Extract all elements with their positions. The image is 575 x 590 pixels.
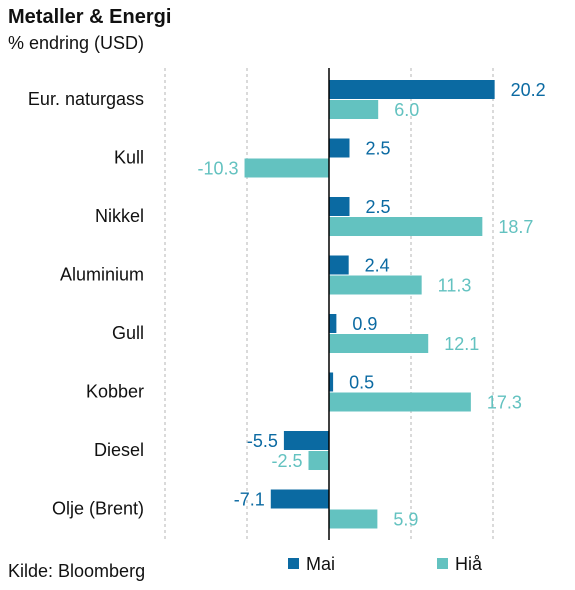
bar-hia — [329, 392, 471, 412]
data-label: 2.5 — [366, 139, 391, 159]
gridlines — [164, 68, 494, 540]
data-label: 0.9 — [352, 314, 377, 334]
chart-title: Metaller & Energi — [8, 6, 172, 28]
bar-hia — [308, 451, 329, 470]
data-label: -7.1 — [234, 490, 265, 510]
bar-mai — [329, 80, 495, 99]
bar-mai — [329, 197, 350, 216]
category-label: Eur. naturgass — [28, 89, 144, 109]
data-label: -10.3 — [198, 159, 239, 179]
bars — [244, 68, 495, 540]
chart-subtitle: % endring (USD) — [8, 33, 145, 53]
category-label: Olje (Brent) — [52, 499, 144, 519]
data-label: 12.1 — [444, 334, 479, 354]
bar-hia — [329, 275, 422, 295]
legend: Mai Hiå — [288, 554, 483, 574]
legend-label: Mai — [306, 554, 335, 574]
bar-mai — [329, 255, 349, 275]
bar-mai — [329, 314, 337, 333]
bar-hia — [244, 158, 329, 178]
bar-hia — [329, 509, 378, 529]
category-label: Kobber — [86, 382, 144, 402]
value-labels: 20.26.02.5-10.32.518.72.411.30.912.10.51… — [198, 80, 546, 530]
data-label: -2.5 — [271, 451, 302, 471]
bar-mai — [329, 138, 350, 158]
data-label: -5.5 — [247, 431, 278, 451]
bar-mai — [329, 372, 334, 392]
data-label: 6.0 — [394, 100, 419, 120]
legend-label: Hiå — [455, 554, 483, 574]
data-label: 20.2 — [511, 80, 546, 100]
legend-swatch — [288, 558, 299, 569]
data-label: 18.7 — [498, 217, 533, 237]
category-label: Diesel — [94, 440, 144, 460]
data-label: 2.4 — [365, 256, 390, 276]
bar-mai — [270, 489, 329, 509]
bar-hia — [329, 100, 379, 119]
data-label: 5.9 — [393, 510, 418, 530]
bar-mai — [283, 431, 329, 450]
data-label: 17.3 — [487, 393, 522, 413]
data-label: 2.5 — [366, 197, 391, 217]
category-label: Aluminium — [60, 265, 144, 285]
source-note: Kilde: Bloomberg — [8, 561, 146, 581]
bar-hia — [329, 217, 483, 236]
category-label: Nikkel — [95, 206, 144, 226]
data-label: 0.5 — [349, 373, 374, 393]
category-label: Kull — [114, 148, 144, 168]
bar-hia — [329, 334, 429, 353]
category-labels: Eur. naturgass Kull Nikkel Aluminium Gull Kob… — [28, 89, 144, 519]
legend-swatch — [437, 558, 448, 569]
category-label: Gull — [112, 323, 144, 343]
data-label: 11.3 — [438, 276, 472, 296]
